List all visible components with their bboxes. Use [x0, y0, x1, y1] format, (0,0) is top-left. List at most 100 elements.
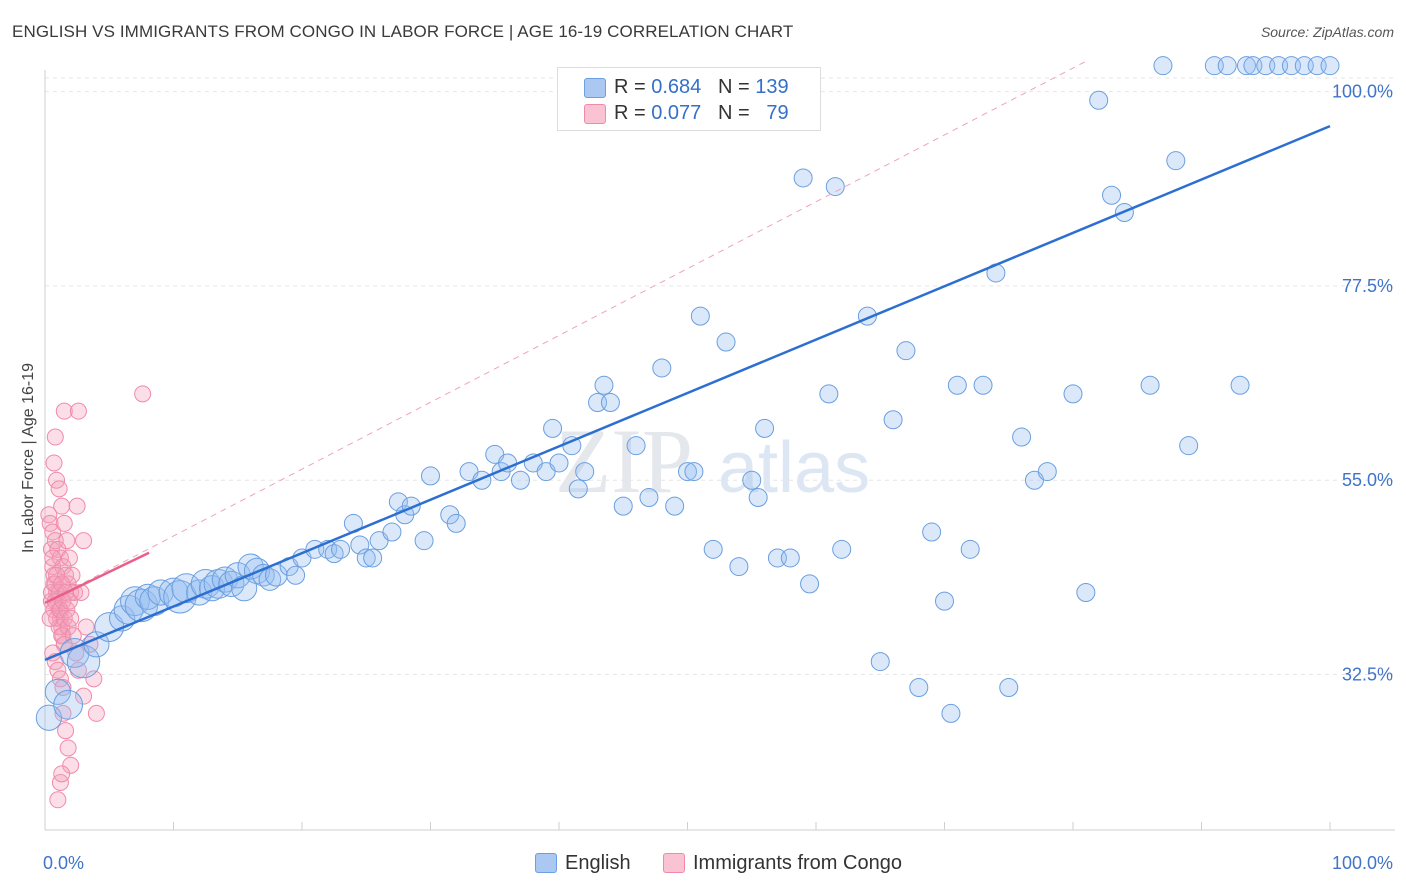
english-point	[755, 418, 775, 438]
congo-point	[53, 497, 71, 515]
watermark-zip: ZIP	[555, 410, 693, 512]
english-point	[198, 575, 226, 602]
legend-english-n-label: N =	[717, 76, 756, 98]
congo-point	[49, 791, 67, 809]
congo-point	[42, 540, 60, 558]
english-point	[1076, 583, 1096, 602]
congo-trend-extension	[44, 60, 1087, 604]
congo-point	[55, 514, 73, 532]
legend-english-r-value: 0.684	[651, 76, 702, 98]
english-point	[549, 453, 569, 473]
english-point	[626, 436, 646, 456]
y-tick-label: 100.0%	[1332, 82, 1393, 102]
english-point	[800, 574, 820, 594]
congo-point	[87, 704, 105, 722]
axes	[44, 70, 1395, 831]
legend-congo-r-label: R =	[614, 102, 652, 124]
congo-point	[69, 402, 87, 420]
congo-point	[58, 532, 76, 550]
english-point	[819, 384, 839, 404]
english-point	[684, 462, 704, 482]
english-point	[53, 689, 84, 720]
english-point	[1140, 375, 1160, 395]
legend-congo-n-label: N =	[717, 102, 756, 124]
english-point	[1089, 90, 1109, 110]
english-point	[973, 375, 993, 395]
english-point	[1236, 56, 1256, 76]
english-point	[1153, 56, 1173, 76]
english-point	[1230, 375, 1250, 395]
english-point	[1166, 151, 1186, 171]
congo-swatch	[584, 104, 606, 124]
english-point	[690, 306, 710, 326]
english-point	[147, 579, 174, 606]
english-point	[678, 462, 697, 482]
english-point	[947, 375, 967, 395]
english-point	[652, 358, 672, 378]
english-point	[999, 678, 1019, 697]
congo-point	[69, 661, 87, 679]
legend-congo-n-value: 79	[766, 102, 789, 124]
congo-trend-line	[44, 551, 150, 604]
english-point	[543, 418, 563, 438]
english-point	[639, 488, 659, 507]
congo-point	[53, 575, 71, 593]
congo-point	[85, 670, 103, 688]
congo-point	[77, 618, 95, 636]
bottom-english-label: English	[565, 852, 631, 874]
congo-point	[48, 566, 66, 584]
congo-point	[134, 385, 152, 403]
english-point	[286, 565, 306, 585]
tick-labels: 32.5% 55.0% 77.5% 100.0% 0.0% 100.0%	[43, 82, 1393, 873]
english-point	[414, 531, 434, 551]
legend-english-r-label: R =	[614, 76, 652, 98]
y-tick-label: 77.5%	[1342, 276, 1393, 296]
source-label: Source: ZipAtlas.com	[1260, 24, 1394, 40]
legend-congo-r-value: 0.077	[651, 102, 702, 124]
english-point	[832, 539, 852, 559]
english-point	[600, 393, 620, 412]
english-point	[941, 703, 961, 723]
x-tick-label-min: 0.0%	[43, 853, 84, 873]
legend-english-n-value: 139	[755, 76, 789, 98]
english-point	[870, 652, 890, 672]
congo-point	[60, 549, 78, 567]
english-point	[793, 168, 813, 188]
english-point	[44, 678, 71, 705]
correlation-legend: R = 0.684 N = 139 R = 0.077 N = 79	[557, 67, 821, 131]
english-point	[883, 410, 903, 430]
congo-point	[45, 454, 63, 472]
y-tick-label: 32.5%	[1342, 665, 1393, 685]
congo-point	[60, 592, 78, 610]
congo-point	[59, 739, 77, 757]
english-point	[1320, 56, 1340, 76]
congo-point	[51, 774, 69, 791]
bottom-congo-swatch	[663, 853, 685, 873]
english-point	[568, 479, 588, 499]
english-point	[703, 539, 723, 559]
english-point	[742, 470, 762, 490]
english-point	[1217, 56, 1237, 76]
congo-point	[75, 687, 93, 705]
congo-point	[44, 549, 62, 567]
english-point	[716, 332, 736, 352]
english-point	[421, 466, 440, 486]
english-point	[748, 488, 768, 507]
english-point	[258, 568, 282, 591]
english-point	[896, 341, 916, 361]
english-point	[613, 496, 633, 516]
congo-point	[40, 506, 58, 524]
english-point	[1012, 427, 1032, 447]
english-point	[382, 522, 402, 542]
english-point	[575, 462, 595, 482]
watermark-atlas: atlas	[718, 428, 870, 508]
congo-point	[50, 480, 68, 498]
congo-point	[53, 765, 71, 783]
english-point	[960, 539, 980, 559]
english-point	[729, 557, 749, 577]
congo-point	[62, 609, 80, 627]
english-point	[935, 591, 954, 611]
english-point	[1063, 384, 1083, 404]
y-tick-label: 55.0%	[1342, 470, 1393, 490]
